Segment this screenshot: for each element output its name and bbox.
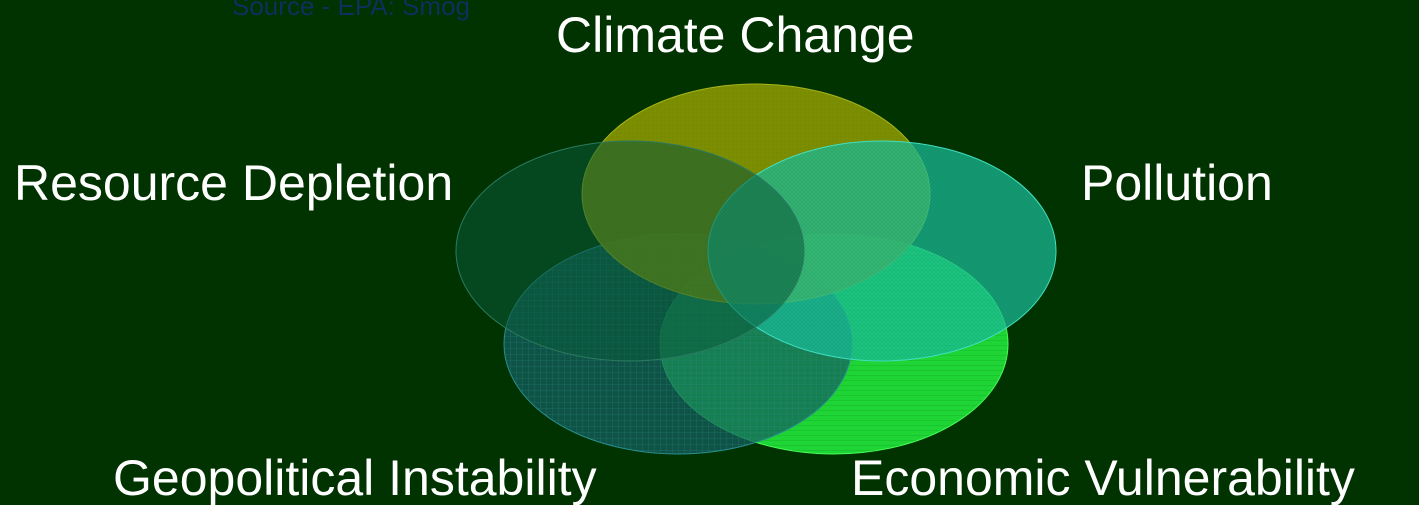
label-pollution: Pollution <box>1081 155 1273 211</box>
ellipse-resource <box>456 141 804 361</box>
label-economic-vulnerability: Economic Vulnerability <box>851 450 1355 505</box>
label-resource-depletion: Resource Depletion <box>14 155 454 211</box>
label-geopolitical-instability: Geopolitical Instability <box>113 450 597 505</box>
label-climate-change: Climate Change <box>556 7 915 63</box>
set-resource-depletion <box>455 140 805 362</box>
set-pollution <box>707 140 1057 362</box>
source-caption: Source - EPA: Smog <box>232 0 470 21</box>
